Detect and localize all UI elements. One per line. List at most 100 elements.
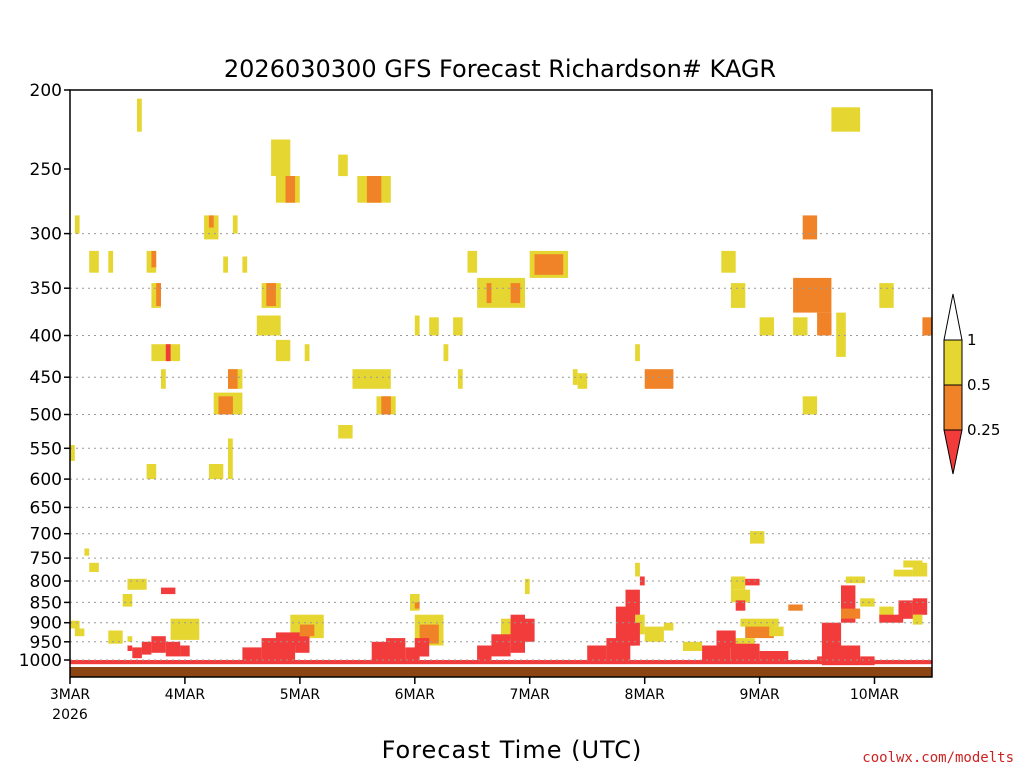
ri-cell-61 bbox=[338, 425, 353, 439]
ri-cell-137 bbox=[716, 630, 736, 648]
ri-cell-34 bbox=[414, 315, 420, 336]
ri-cell-115 bbox=[141, 641, 152, 655]
ri-cell-85 bbox=[860, 598, 875, 607]
ri-cell-71 bbox=[161, 587, 176, 595]
chart-title: 2026030300 GFS Forecast Richardson# KAGR bbox=[224, 55, 776, 83]
ri-cell-68 bbox=[750, 531, 765, 544]
y-axis: 200 250 300 350 400 450 500 550 600 650 700 750 8008… bbox=[19, 81, 70, 671]
ri-cell-111 bbox=[769, 626, 784, 637]
y-tick-label-350: 350 bbox=[30, 279, 62, 299]
ri-cell-31 bbox=[793, 277, 832, 313]
colorbar-bin-low bbox=[943, 429, 963, 475]
ri-cell-46 bbox=[443, 344, 449, 362]
ri-cell-79 bbox=[893, 569, 913, 577]
ri-cell-144 bbox=[70, 660, 932, 665]
ri-cell-81 bbox=[730, 589, 751, 603]
data-cells bbox=[70, 98, 932, 666]
ri-cell-0 bbox=[137, 98, 142, 132]
ri-cell-18 bbox=[242, 256, 248, 273]
ri-cell-10 bbox=[208, 215, 214, 228]
ri-cell-4 bbox=[338, 154, 348, 177]
ri-cell-47 bbox=[635, 344, 640, 362]
colorbar-label-0: 1 bbox=[967, 331, 977, 349]
ri-cell-52 bbox=[457, 369, 463, 389]
ri-cell-66 bbox=[84, 548, 90, 556]
ri-cell-26 bbox=[266, 283, 276, 306]
x-tick-label-6MAR: 6MAR bbox=[395, 687, 436, 703]
y-tick-label-500: 500 bbox=[30, 406, 62, 426]
ri-cell-107 bbox=[644, 626, 664, 642]
ri-cell-95 bbox=[127, 636, 133, 642]
ri-cell-141 bbox=[821, 622, 842, 646]
colorbar: 1 0.5 0.25 bbox=[943, 293, 1000, 475]
ri-cell-39 bbox=[817, 312, 832, 336]
ri-cell-76 bbox=[745, 578, 760, 586]
x-tick-label-10MAR: 10MAR bbox=[850, 687, 899, 703]
ri-cell-74 bbox=[639, 576, 645, 586]
ri-cell-41 bbox=[922, 317, 932, 336]
ri-cell-121 bbox=[242, 647, 262, 660]
ri-cell-63 bbox=[146, 464, 157, 480]
ri-cell-110 bbox=[740, 618, 779, 627]
ri-cell-11 bbox=[232, 215, 238, 234]
ri-cell-88 bbox=[898, 600, 913, 619]
x-tick-label-7MAR: 7MAR bbox=[510, 687, 551, 703]
ri-cell-37 bbox=[759, 317, 774, 336]
ri-cell-82 bbox=[735, 600, 746, 611]
ri-cell-55 bbox=[644, 369, 674, 389]
ri-cell-126 bbox=[414, 638, 430, 657]
ri-cell-13 bbox=[89, 250, 99, 273]
ri-cell-97 bbox=[170, 618, 200, 640]
ri-cell-127 bbox=[491, 634, 511, 657]
y-tick-label-750: 750 bbox=[30, 549, 62, 569]
plot-frame bbox=[69, 89, 933, 678]
ri-cell-118 bbox=[132, 647, 142, 659]
ri-cell-44 bbox=[275, 339, 291, 362]
ri-cell-17 bbox=[223, 256, 228, 273]
ri-cell-3 bbox=[285, 176, 296, 203]
credit-link[interactable]: coolwx.com/modelts bbox=[862, 750, 1014, 766]
ri-cell-6 bbox=[366, 176, 382, 203]
ri-cell-89 bbox=[912, 598, 928, 615]
ri-cell-22 bbox=[721, 250, 736, 273]
ri-cell-12 bbox=[802, 215, 818, 240]
ri-cell-130 bbox=[477, 645, 492, 660]
ri-cell-54 bbox=[577, 373, 588, 389]
ri-cell-43 bbox=[165, 344, 171, 362]
ri-cell-1 bbox=[271, 139, 291, 176]
ri-cell-65 bbox=[228, 438, 233, 480]
ri-cell-133 bbox=[625, 589, 640, 615]
ri-cell-28 bbox=[486, 283, 492, 304]
y-tick-label-250: 250 bbox=[30, 160, 62, 180]
y-tick-label-650: 650 bbox=[30, 498, 62, 518]
ri-cell-30 bbox=[730, 283, 746, 308]
ri-cell-60 bbox=[802, 396, 818, 415]
ri-cell-143 bbox=[817, 656, 827, 662]
colorbar-label-1: 0.5 bbox=[967, 376, 991, 394]
y-tick-label-400: 400 bbox=[30, 327, 62, 347]
y-tick-label-300: 300 bbox=[30, 225, 62, 245]
ri-cell-50 bbox=[228, 369, 238, 389]
y-tick-label-800: 800 bbox=[30, 572, 62, 592]
ri-cell-29 bbox=[510, 283, 521, 304]
surface-band bbox=[70, 667, 932, 677]
ri-cell-108 bbox=[663, 622, 674, 631]
ri-cell-129 bbox=[520, 618, 535, 642]
ri-cell-69 bbox=[127, 578, 147, 590]
ri-cell-70 bbox=[122, 594, 133, 607]
surface-ground bbox=[70, 667, 932, 677]
y-tick-label-200: 200 bbox=[30, 81, 62, 101]
colorbar-bin-yellow bbox=[943, 339, 963, 386]
ri-cell-123 bbox=[371, 641, 406, 660]
ri-cell-48 bbox=[352, 369, 391, 389]
y-tick-label-850: 850 bbox=[30, 593, 62, 613]
ri-cell-33 bbox=[256, 315, 281, 336]
ri-cell-83 bbox=[788, 604, 803, 611]
ri-cell-90 bbox=[912, 614, 923, 625]
ri-cell-19 bbox=[467, 250, 478, 273]
ri-cell-16 bbox=[151, 250, 157, 268]
y-tick-label-700: 700 bbox=[30, 525, 62, 545]
ri-cell-138 bbox=[730, 643, 760, 664]
ri-cell-72 bbox=[524, 578, 530, 595]
x-axis: 3MAR 4MAR 5MAR 6MAR 7MAR 8MAR 9MAR 10MAR bbox=[50, 677, 899, 703]
